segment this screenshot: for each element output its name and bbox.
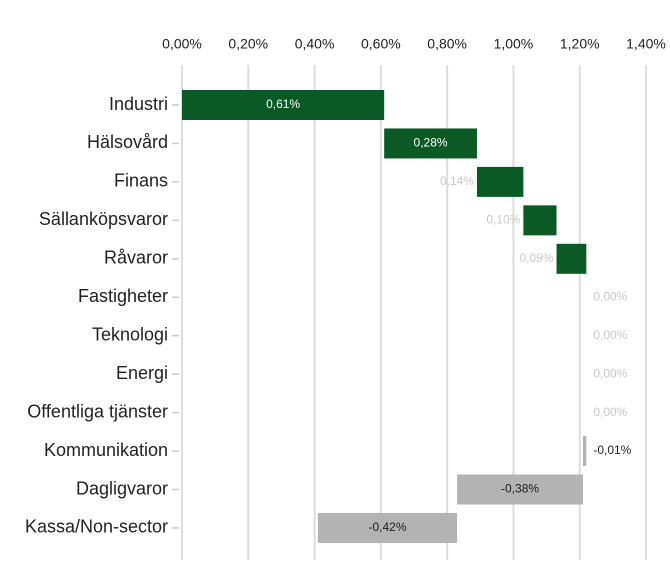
x-tick-label: 1,40% — [626, 36, 666, 52]
category-label: Råvaror — [104, 248, 168, 268]
category-label: Energi — [116, 363, 168, 383]
category-label: Dagligvaror — [76, 478, 168, 498]
value-label: 0,09% — [519, 251, 553, 265]
bar — [182, 90, 385, 120]
category-label: Finans — [114, 171, 168, 191]
category-label: Sällanköpsvaror — [39, 209, 168, 229]
value-label: 0,00% — [593, 289, 627, 303]
value-label: 0,00% — [593, 328, 627, 342]
bar — [457, 474, 584, 505]
x-tick-label: 1,20% — [560, 36, 600, 52]
value-label: 0,61% — [266, 97, 300, 111]
category-label: Hälsovård — [87, 132, 168, 152]
category-label: Teknologi — [92, 324, 168, 344]
value-label: -0,01% — [593, 443, 631, 457]
bar — [384, 128, 477, 159]
value-label: 0,10% — [486, 213, 520, 227]
category-label: Kommunikation — [44, 440, 168, 460]
category-label: Offentliga tjänster — [27, 401, 168, 421]
bar — [476, 166, 524, 197]
category-label: Kassa/Non-sector — [25, 517, 168, 537]
x-tick-label: 0,60% — [361, 36, 401, 52]
value-label: -0,42% — [368, 520, 406, 534]
value-label: 0,28% — [414, 136, 448, 150]
value-label: 0,14% — [440, 174, 474, 188]
value-label: 0,00% — [593, 405, 627, 419]
x-tick-label: 0,80% — [427, 36, 467, 52]
value-label: -0,38% — [501, 482, 539, 496]
bar — [523, 205, 557, 236]
category-label: Fastigheter — [78, 286, 168, 306]
bar — [556, 243, 587, 274]
x-tick-label: 1,00% — [494, 36, 534, 52]
x-tick-label: 0,40% — [295, 36, 335, 52]
bar — [317, 512, 458, 543]
x-tick-label: 0,20% — [228, 36, 268, 52]
value-label: 0,00% — [593, 366, 627, 380]
x-tick-label: 0,00% — [162, 36, 202, 52]
bar — [583, 436, 587, 467]
category-label: Industri — [109, 94, 168, 114]
